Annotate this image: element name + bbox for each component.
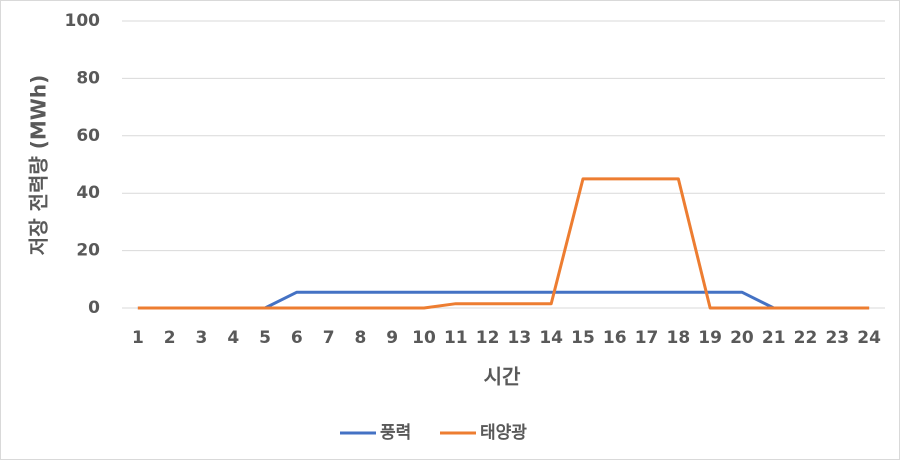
x-tick-label: 3: [196, 328, 208, 348]
y-tick-label: 80: [76, 68, 100, 88]
x-tick-label: 14: [539, 328, 563, 348]
y-tick-label: 60: [76, 126, 100, 146]
y-axis-title: 저장 전력량 (MWh): [27, 75, 51, 255]
x-tick-label: 15: [571, 328, 595, 348]
x-tick-label: 4: [227, 328, 239, 348]
y-tick-label: 0: [88, 298, 100, 318]
x-tick-label: 22: [794, 328, 818, 348]
x-tick-label: 20: [730, 328, 754, 348]
x-axis-title: 시간: [484, 365, 521, 389]
x-tick-label: 8: [355, 328, 367, 348]
x-tick-label: 2: [164, 328, 176, 348]
series-line: [137, 177, 870, 310]
x-tick-label: 7: [323, 328, 335, 348]
x-tick-label: 13: [508, 328, 532, 348]
x-tick-label: 12: [476, 328, 500, 348]
legend-label: 태양광: [480, 423, 527, 443]
y-tick-label: 40: [76, 183, 100, 203]
x-tick-label: 11: [444, 328, 468, 348]
x-tick-label: 23: [825, 328, 849, 348]
y-tick-label: 100: [65, 11, 101, 31]
x-tick-label: 5: [259, 328, 271, 348]
y-tick-label: 20: [76, 241, 100, 261]
x-tick-label: 21: [762, 328, 786, 348]
x-tick-label: 16: [603, 328, 627, 348]
x-tick-label: 17: [635, 328, 659, 348]
x-tick-label: 18: [667, 328, 691, 348]
x-tick-label: 24: [857, 328, 881, 348]
x-tick-label: 1: [132, 328, 144, 348]
legend-label: 풍력: [380, 423, 411, 443]
x-tick-label: 19: [698, 328, 722, 348]
x-tick-label: 9: [386, 328, 398, 348]
x-tick-label: 10: [412, 328, 436, 348]
x-tick-label: 6: [291, 328, 303, 348]
